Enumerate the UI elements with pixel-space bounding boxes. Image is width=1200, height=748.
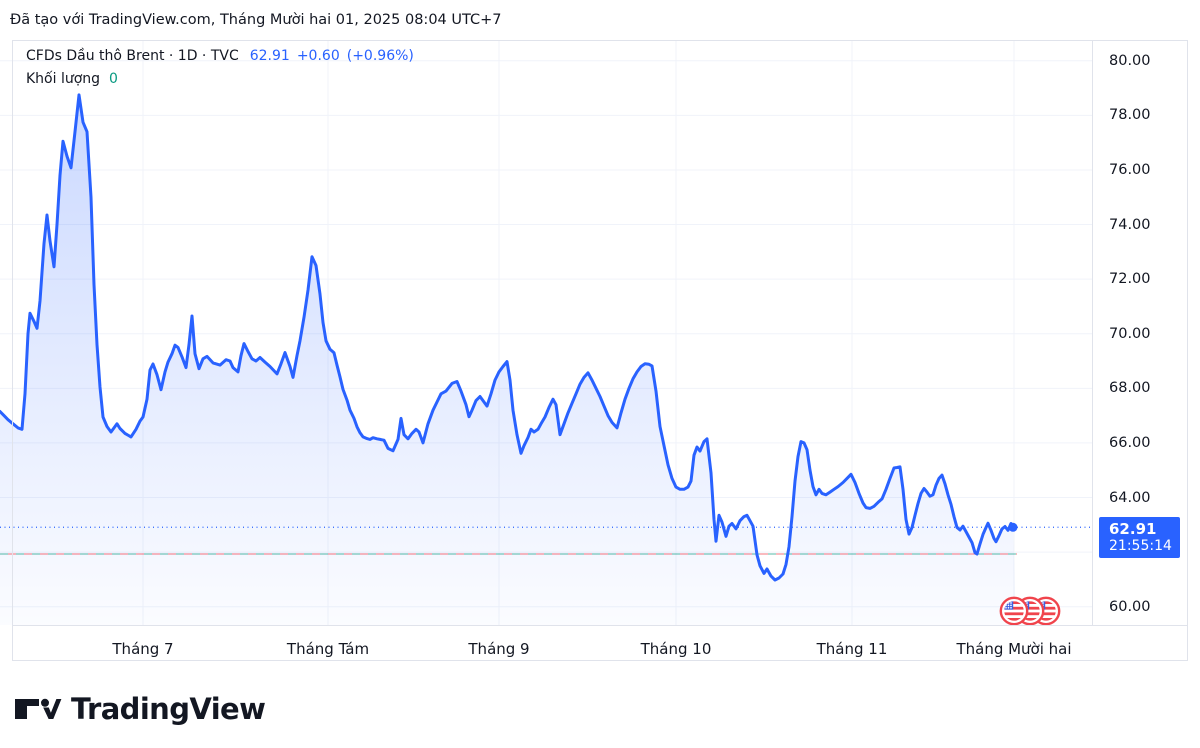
price-line-series xyxy=(0,93,1015,582)
legend-change-pct: (+0.96%) xyxy=(346,48,414,64)
price-axis-label: 70.00 xyxy=(1109,325,1151,342)
badge-price: 62.91 xyxy=(1109,520,1157,538)
price-chart-canvas[interactable] xyxy=(0,40,1188,661)
tradingview-wordmark: TradingView xyxy=(71,692,266,726)
volume-label: Khối lượng xyxy=(26,71,101,87)
legend-change: +0.60 xyxy=(296,48,340,64)
price-area-fill xyxy=(0,94,1016,625)
panel-border-top xyxy=(12,40,1188,41)
panel-border-left xyxy=(12,40,13,661)
badge-countdown: 21:55:14 xyxy=(1109,538,1172,554)
legend-values: 62.91 +0.60 (+0.96%) xyxy=(250,49,421,63)
volume-value: 0 xyxy=(109,71,118,87)
time-axis-label: Tháng Tám xyxy=(286,640,370,658)
tradingview-logo-icon xyxy=(15,698,62,719)
price-axis-label: 74.00 xyxy=(1109,216,1151,233)
price-axis-label: 64.00 xyxy=(1109,489,1151,506)
chart-legend: CFDs Dầu thô Brent · 1D · TVC 62.91 +0.60… xyxy=(26,49,421,86)
price-axis-label: 68.00 xyxy=(1109,380,1151,397)
price-axis-label: 60.00 xyxy=(1109,598,1151,615)
panel-border-right xyxy=(1187,40,1188,661)
time-axis-label: Tháng 11 xyxy=(816,640,888,658)
time-axis-label: Tháng 10 xyxy=(640,640,712,658)
tradingview-logo-link[interactable]: TradingView xyxy=(14,692,266,726)
current-price-badge: 62.91 21:55:14 xyxy=(1099,517,1180,558)
price-axis-label: 80.00 xyxy=(1109,52,1151,69)
price-axis-label: 78.00 xyxy=(1109,107,1151,124)
price-axis-label: 72.00 xyxy=(1109,271,1151,288)
last-price-dot xyxy=(1008,522,1018,532)
time-axis-separator[interactable] xyxy=(12,625,1188,626)
time-axis-label: Tháng 7 xyxy=(112,640,174,658)
time-axis-label: Tháng 9 xyxy=(468,640,530,658)
panel-border-bottom xyxy=(12,660,1188,661)
legend-last-price: 62.91 xyxy=(249,48,290,64)
economic-event-us-flag-icon[interactable] xyxy=(1001,598,1027,624)
price-axis-label: 66.00 xyxy=(1109,434,1151,451)
symbol-title[interactable]: CFDs Dầu thô Brent · 1D · TVC xyxy=(26,48,239,64)
price-axis-label: 76.00 xyxy=(1109,161,1151,178)
price-axis-separator[interactable] xyxy=(1092,41,1093,625)
attribution-text: Đã tạo với TradingView.com, Tháng Mười h… xyxy=(10,12,502,28)
time-axis-label: Tháng Mười hai xyxy=(956,640,1072,658)
